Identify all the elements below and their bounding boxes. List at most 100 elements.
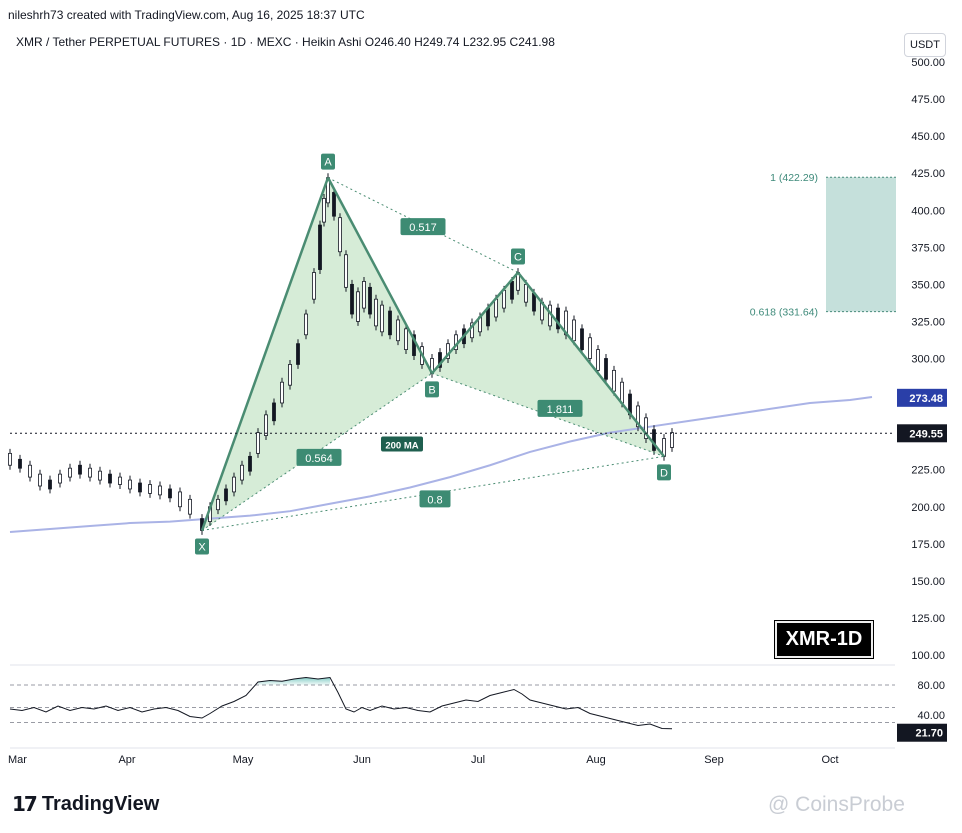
pattern-point-badge bbox=[425, 381, 439, 398]
x-tick-label: Mar bbox=[8, 754, 27, 766]
y-tick-label: 350.00 bbox=[911, 279, 945, 291]
pattern-point-badge bbox=[321, 153, 335, 170]
y-tick-label: 325.00 bbox=[911, 316, 945, 328]
y-tick-label: 500.00 bbox=[911, 57, 945, 69]
candle-body bbox=[138, 482, 142, 493]
candle-body bbox=[388, 310, 392, 336]
candle-body bbox=[280, 381, 284, 404]
candle-body bbox=[216, 498, 220, 511]
ratio-badge bbox=[296, 448, 342, 466]
target-zone bbox=[826, 177, 896, 312]
candle-body bbox=[304, 313, 308, 336]
x-tick-label: Apr bbox=[118, 754, 135, 766]
x-tick-label: May bbox=[233, 754, 254, 766]
x-tick-label: Jun bbox=[353, 754, 371, 766]
candle-body bbox=[588, 337, 592, 359]
y-tick-label: 175.00 bbox=[911, 539, 945, 551]
candle-body bbox=[224, 488, 228, 502]
candle-body bbox=[38, 473, 42, 487]
pattern-leg-AB bbox=[326, 177, 434, 374]
candle-body bbox=[404, 328, 408, 351]
x-tick-label: Oct bbox=[821, 754, 838, 766]
candle-body bbox=[380, 304, 384, 333]
x-tick-label: Sep bbox=[704, 754, 724, 766]
pattern-point-label: C bbox=[514, 252, 522, 264]
candle-body bbox=[88, 467, 92, 478]
candle-body bbox=[344, 254, 348, 288]
candle-body bbox=[596, 349, 600, 371]
y-tick-label: 100.00 bbox=[911, 650, 945, 662]
ratio-badge bbox=[419, 490, 451, 508]
candle-body bbox=[272, 402, 276, 422]
tradingview-logo-text: TradingView bbox=[41, 792, 160, 815]
tradingview-logo[interactable]: 17 TradingView bbox=[12, 792, 159, 816]
candle-body bbox=[438, 352, 442, 368]
candle-body bbox=[670, 432, 674, 448]
pair-badge: XMR-1D bbox=[774, 620, 874, 659]
rsi-value-tag bbox=[897, 723, 947, 742]
pattern-leg-CD bbox=[517, 271, 665, 458]
candle-body bbox=[240, 464, 244, 481]
candle-body bbox=[248, 455, 252, 472]
candle-body bbox=[58, 473, 62, 484]
attribution-text: nileshrh73 created with TradingView.com,… bbox=[8, 8, 365, 22]
candle-body bbox=[128, 479, 132, 490]
candle-body bbox=[350, 283, 354, 315]
pattern-fill-xab bbox=[202, 177, 432, 531]
rsi-value-label: 21.70 bbox=[915, 728, 943, 740]
ma-200-line bbox=[9, 396, 873, 533]
candle-body bbox=[18, 458, 22, 469]
rsi-tick-label: 80.00 bbox=[917, 680, 945, 692]
ratio-badge bbox=[537, 399, 583, 417]
candle-body bbox=[332, 192, 336, 217]
y-tick-label: 200.00 bbox=[911, 502, 945, 514]
candle-body bbox=[510, 281, 514, 300]
candle-body bbox=[48, 479, 52, 490]
symbol-legend: XMR / Tether PERPETUAL FUTURES · 1D · ME… bbox=[16, 35, 555, 49]
pattern-point-label: A bbox=[324, 157, 332, 169]
ratio-label: 0.517 bbox=[409, 222, 437, 234]
y-tick-label: 400.00 bbox=[911, 205, 945, 217]
ma-name-badge bbox=[381, 436, 423, 452]
candle-body bbox=[470, 322, 474, 339]
rsi-overbought-fill bbox=[258, 677, 330, 685]
pattern-ratio-line-BD bbox=[431, 372, 665, 457]
candle-body bbox=[356, 291, 360, 322]
candle-body bbox=[188, 498, 192, 515]
pattern-point-label: D bbox=[660, 467, 668, 479]
candle-body bbox=[494, 298, 498, 318]
current-price-tag bbox=[897, 424, 947, 443]
y-tick-label: 375.00 bbox=[911, 242, 945, 254]
pattern-point-badge bbox=[657, 464, 671, 481]
candle-body bbox=[256, 432, 260, 454]
x-tick-label: Jul bbox=[471, 754, 485, 766]
x-tick-label: Aug bbox=[586, 754, 606, 766]
y-tick-label: 425.00 bbox=[911, 168, 945, 180]
candle-body bbox=[412, 334, 416, 356]
candle-body bbox=[620, 381, 624, 404]
candle-body bbox=[524, 283, 528, 303]
candle-body bbox=[178, 491, 182, 508]
ratio-label: 1.811 bbox=[547, 404, 574, 416]
current-price-label: 249.55 bbox=[909, 428, 943, 440]
rsi-tick-label: 40.00 bbox=[917, 710, 945, 722]
currency-button[interactable]: USDT bbox=[904, 33, 946, 57]
candle-body bbox=[98, 470, 102, 481]
candle-body bbox=[644, 417, 648, 439]
watermark: @ CoinsProbe bbox=[768, 793, 905, 816]
candle-body bbox=[148, 484, 152, 494]
candle-body bbox=[556, 307, 560, 330]
candle-body bbox=[296, 343, 300, 365]
pattern-point-badge bbox=[511, 248, 525, 265]
candle-body bbox=[108, 473, 112, 484]
candle-body bbox=[572, 319, 576, 342]
pattern-point-label: X bbox=[198, 541, 206, 553]
pattern-point-label: B bbox=[428, 384, 435, 396]
candle-body bbox=[8, 452, 12, 466]
candle-body bbox=[652, 429, 656, 451]
target-upper-label: 1 (422.29) bbox=[770, 172, 818, 184]
candle-body bbox=[78, 464, 82, 475]
ma-name-label: 200 MA bbox=[385, 440, 418, 451]
ma-price-tag bbox=[897, 388, 947, 407]
